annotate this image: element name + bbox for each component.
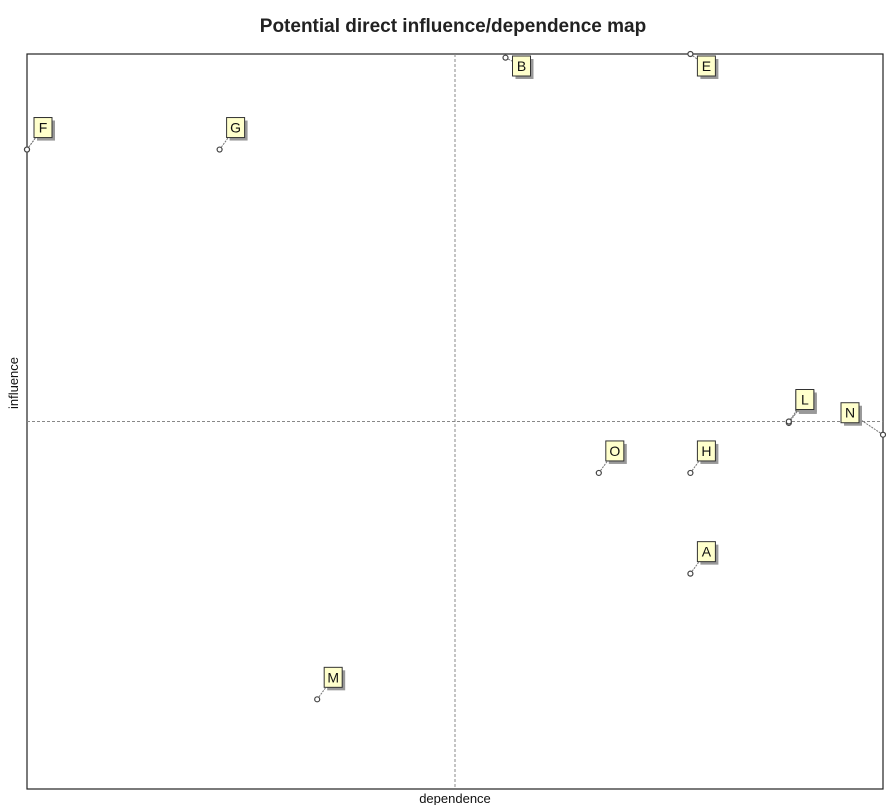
point-b: B xyxy=(502,54,534,79)
point-marker xyxy=(785,418,792,425)
point-h: H xyxy=(687,440,719,477)
point-marker xyxy=(879,431,886,438)
point-label: F xyxy=(39,120,48,136)
point-label: A xyxy=(702,544,712,560)
label-box xyxy=(795,389,815,410)
point-label: N xyxy=(845,405,855,421)
point-marker xyxy=(687,570,694,577)
label-box xyxy=(605,440,625,462)
y-axis-label: influence xyxy=(6,357,21,409)
point-label: M xyxy=(327,669,339,685)
label-box xyxy=(696,55,716,77)
point-a: A xyxy=(687,541,719,577)
point-m: M xyxy=(314,666,346,703)
point-label: B xyxy=(517,58,526,74)
label-box xyxy=(696,440,716,462)
label-box xyxy=(840,402,860,424)
point-e: E xyxy=(687,50,719,79)
point-label: E xyxy=(702,58,711,74)
point-g: G xyxy=(216,117,248,153)
point-l: L xyxy=(785,389,817,425)
point-marker xyxy=(595,469,602,477)
x-axis-label: dependence xyxy=(419,791,491,805)
label-box xyxy=(696,541,716,563)
point-label: L xyxy=(801,392,809,408)
label-box xyxy=(33,117,53,139)
point-marker xyxy=(216,146,223,153)
point-label: O xyxy=(609,443,620,459)
point-label: G xyxy=(230,120,241,136)
point-label: H xyxy=(701,443,711,459)
point-marker xyxy=(502,54,509,61)
point-marker xyxy=(687,50,694,58)
point-o: O xyxy=(595,440,627,477)
point-marker xyxy=(314,696,321,703)
point-f: F xyxy=(23,117,55,153)
point-marker xyxy=(23,146,31,153)
label-box xyxy=(226,117,246,139)
chart-title: Potential direct influence/dependence ma… xyxy=(260,16,646,37)
points-layer: CGBDNOHMALFE xyxy=(23,50,886,703)
label-box xyxy=(512,55,532,77)
point-marker xyxy=(687,469,694,477)
label-box xyxy=(323,666,343,688)
point-n: N xyxy=(840,402,886,438)
